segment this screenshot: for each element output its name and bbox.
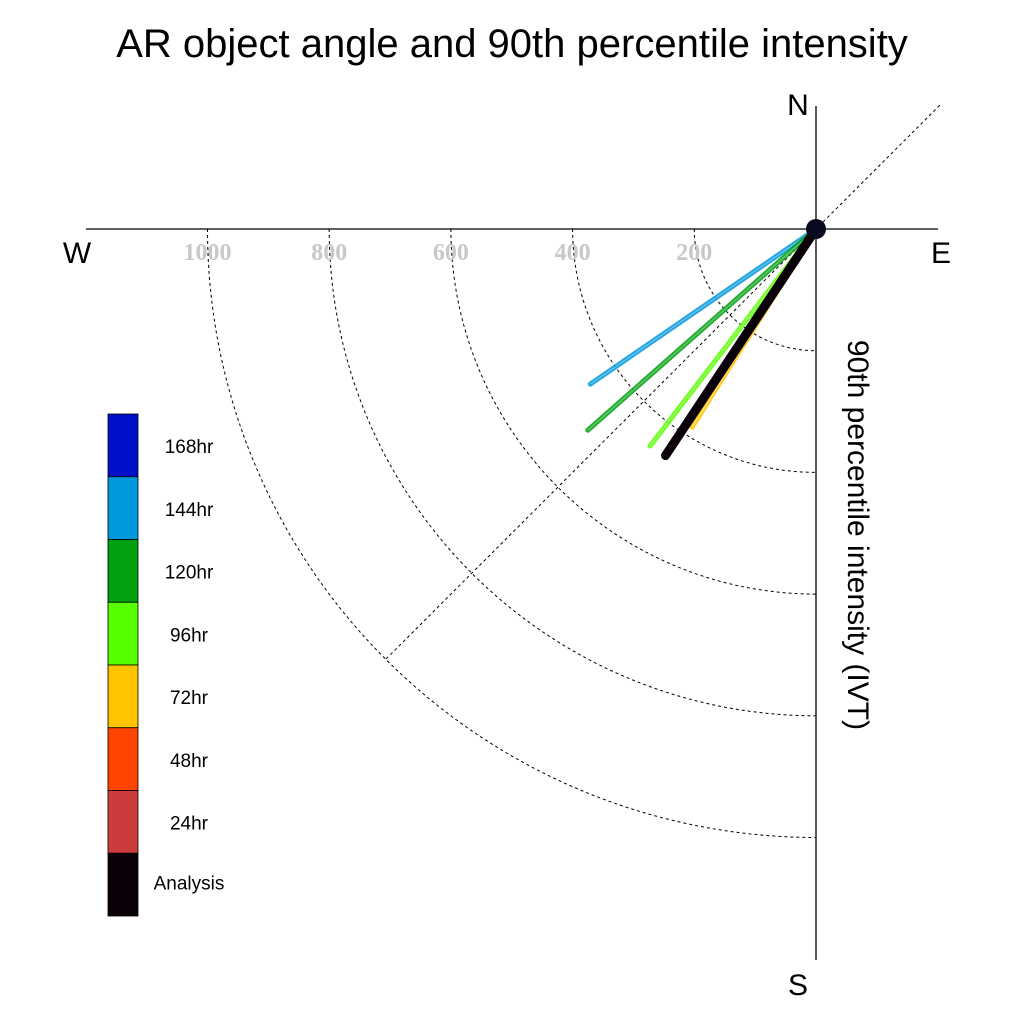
- vector-120hr: [585, 226, 819, 433]
- tick-label-1000: 1000: [184, 240, 232, 266]
- legend-swatch-120hr: [107, 539, 139, 603]
- legend-swatch-Analysis: [107, 852, 139, 917]
- legend: 168hr 144hr 120hr 96hr 72hr 48hr 24hr Analysis: [107, 413, 225, 917]
- legend-label-72hr: 72hr: [170, 688, 209, 709]
- legend-label-168hr: 168hr: [165, 437, 214, 458]
- legend-label-Analysis: Analysis: [154, 873, 225, 894]
- ring-400: [572, 228, 817, 473]
- compass-east-label: E: [931, 237, 951, 270]
- legend-label-96hr: 96hr: [170, 625, 209, 646]
- chart-title: AR object angle and 90th percentile inte…: [116, 22, 908, 66]
- ring-1000: [207, 228, 817, 838]
- vector-Analysis: [660, 224, 821, 461]
- tick-label-400: 400: [555, 240, 591, 266]
- vector-series: [585, 224, 821, 461]
- ring-200: [693, 228, 817, 352]
- diagonal-guide: [385, 104, 941, 660]
- tick-label-800: 800: [311, 240, 347, 266]
- y-axis-label: 90th percentile intensity (IVT): [841, 340, 874, 730]
- legend-swatch-72hr: [107, 664, 139, 729]
- ring-800: [328, 228, 817, 717]
- legend-swatch-24hr: [107, 790, 139, 854]
- legend-swatch-96hr: [107, 601, 139, 666]
- compass-north-label: N: [787, 89, 809, 122]
- legend-swatch-48hr: [107, 727, 139, 791]
- legend-label-24hr: 24hr: [170, 814, 209, 835]
- compass-axes: [86, 104, 941, 960]
- legend-label-144hr: 144hr: [165, 500, 214, 521]
- radial-tick-labels: 200 400 600 800 1000: [184, 240, 713, 266]
- legend-label-48hr: 48hr: [170, 751, 209, 772]
- legend-swatch-168hr: [107, 413, 139, 478]
- legend-swatch-144hr: [107, 476, 139, 540]
- legend-label-120hr: 120hr: [165, 563, 214, 584]
- tick-label-200: 200: [676, 240, 712, 266]
- vector-144hr: [587, 226, 819, 387]
- origin-marker: [806, 219, 826, 239]
- ring-600: [450, 228, 817, 595]
- tick-label-600: 600: [433, 240, 469, 266]
- radial-rings: [207, 228, 817, 838]
- compass-south-label: S: [788, 969, 808, 1002]
- compass-west-label: W: [63, 237, 92, 270]
